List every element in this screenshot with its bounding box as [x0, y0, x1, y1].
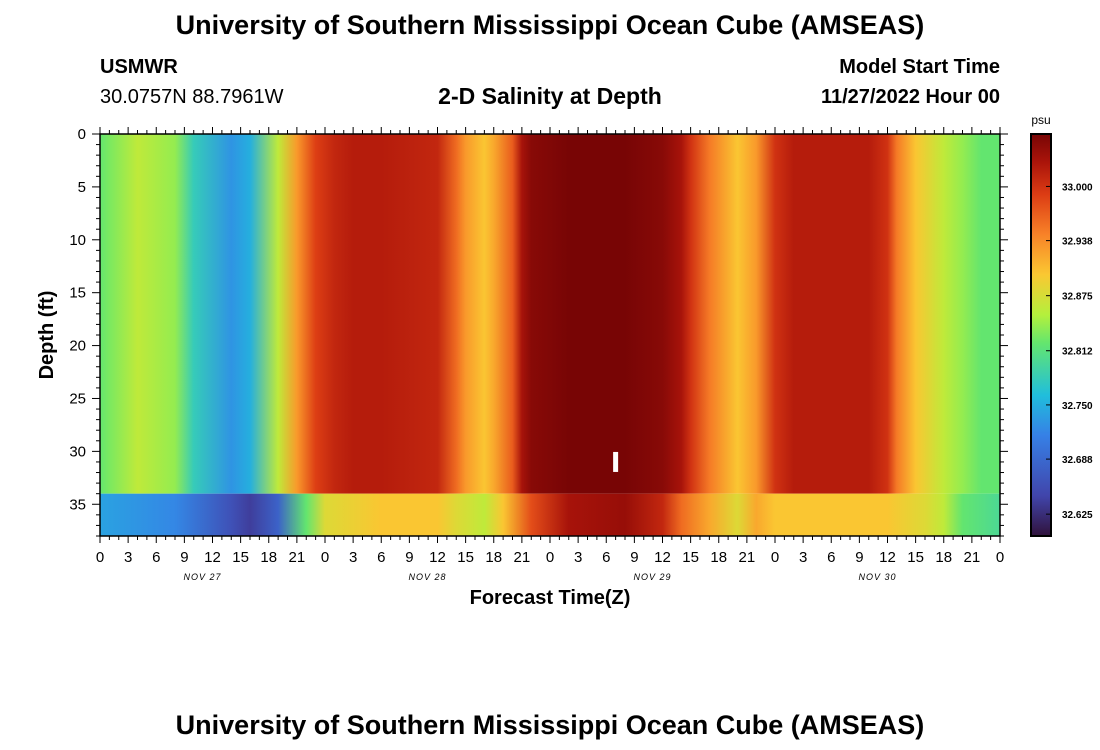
y-tick-label: 0	[78, 126, 86, 143]
x-day-label: NOV 27	[183, 572, 221, 582]
x-tick-label: 6	[152, 549, 160, 566]
current-time-marker	[613, 451, 619, 472]
x-tick-label: 0	[321, 549, 329, 566]
y-tick-label: 35	[69, 496, 86, 513]
x-tick-label: 3	[349, 549, 357, 566]
x-axis: 0 3 6 9 12 15 18 21 0 3 6 9 12 15 18 21 0 3 6 9 12 15 18 21 0 3 6 9…	[96, 127, 1004, 582]
colorbar-unit: psu	[1031, 113, 1050, 127]
x-tick-label: 0	[96, 549, 104, 566]
x-day-label: NOV 29	[633, 572, 671, 582]
salinity-upper-layer	[100, 134, 1000, 494]
x-tick-label: 15	[232, 549, 249, 566]
footer-title: University of Southern Mississippi Ocean…	[175, 710, 925, 740]
plot-title: 2-D Salinity at Depth	[438, 83, 662, 109]
colorbar-tick-label: 32.688	[1062, 455, 1093, 466]
x-tick-label: 3	[799, 549, 807, 566]
heatmap-area	[100, 134, 1000, 536]
x-tick-label: 9	[405, 549, 413, 566]
salinity-chart: 0 3 6 9 12 15 18 21 0 3 6 9 12 15 18 21 0 3 6 9 12 15 18 21 0 3 6 9…	[36, 113, 1093, 609]
model-start-label: Model Start Time	[839, 56, 1000, 78]
x-day-label: NOV 30	[858, 572, 896, 582]
colorbar-tick-label: 33.000	[1062, 182, 1093, 193]
x-tick-label: 15	[457, 549, 474, 566]
x-tick-label: 6	[827, 549, 835, 566]
x-tick-label: 18	[260, 549, 277, 566]
x-day-label: NOV 28	[408, 572, 446, 582]
y-axis: 0 5 10 15 20 25 30 35	[69, 126, 1008, 537]
x-tick-label: 12	[879, 549, 896, 566]
x-tick-label: 15	[907, 549, 924, 566]
x-tick-label: 3	[574, 549, 582, 566]
y-tick-label: 30	[69, 443, 86, 460]
x-tick-label: 21	[289, 549, 306, 566]
salinity-bottom-layer	[100, 493, 1000, 536]
y-tick-label: 10	[69, 232, 86, 249]
y-tick-label: 25	[69, 390, 86, 407]
x-tick-label: 0	[771, 549, 779, 566]
x-tick-label: 9	[855, 549, 863, 566]
x-tick-label: 12	[204, 549, 221, 566]
x-tick-label: 21	[514, 549, 531, 566]
x-tick-label: 3	[124, 549, 132, 566]
x-tick-label: 0	[546, 549, 554, 566]
x-axis-label: Forecast Time(Z)	[470, 587, 631, 609]
model-start-value: 11/27/2022 Hour 00	[820, 86, 1000, 108]
y-tick-label: 5	[78, 179, 86, 196]
y-tick-label: 20	[69, 338, 86, 355]
y-tick-label: 15	[69, 285, 86, 302]
x-tick-label: 18	[935, 549, 952, 566]
colorbar: 33.000 32.938 32.875 32.812 32.750 32.688 32.6…	[1030, 133, 1093, 537]
colorbar-tick-label: 32.938	[1062, 237, 1093, 248]
x-tick-label: 18	[485, 549, 502, 566]
x-tick-label: 0	[996, 549, 1004, 566]
colorbar-tick-label: 32.812	[1062, 347, 1093, 358]
x-tick-label: 15	[682, 549, 699, 566]
page-title: University of Southern Mississippi Ocean…	[175, 10, 925, 40]
x-tick-label: 12	[429, 549, 446, 566]
colorbar-tick-label: 32.875	[1062, 292, 1093, 303]
x-tick-label: 6	[602, 549, 610, 566]
x-tick-label: 21	[739, 549, 756, 566]
colorbar-tick-label: 32.625	[1062, 510, 1093, 521]
station-name: USMWR	[100, 56, 178, 78]
x-tick-label: 21	[964, 549, 981, 566]
x-tick-label: 9	[180, 549, 188, 566]
y-axis-label: Depth (ft)	[36, 291, 58, 380]
x-tick-label: 18	[710, 549, 727, 566]
colorbar-tick-label: 32.750	[1062, 401, 1093, 412]
x-tick-label: 12	[654, 549, 671, 566]
x-tick-label: 9	[630, 549, 638, 566]
x-tick-label: 6	[377, 549, 385, 566]
station-coordinates: 30.0757N 88.7961W	[100, 86, 284, 108]
